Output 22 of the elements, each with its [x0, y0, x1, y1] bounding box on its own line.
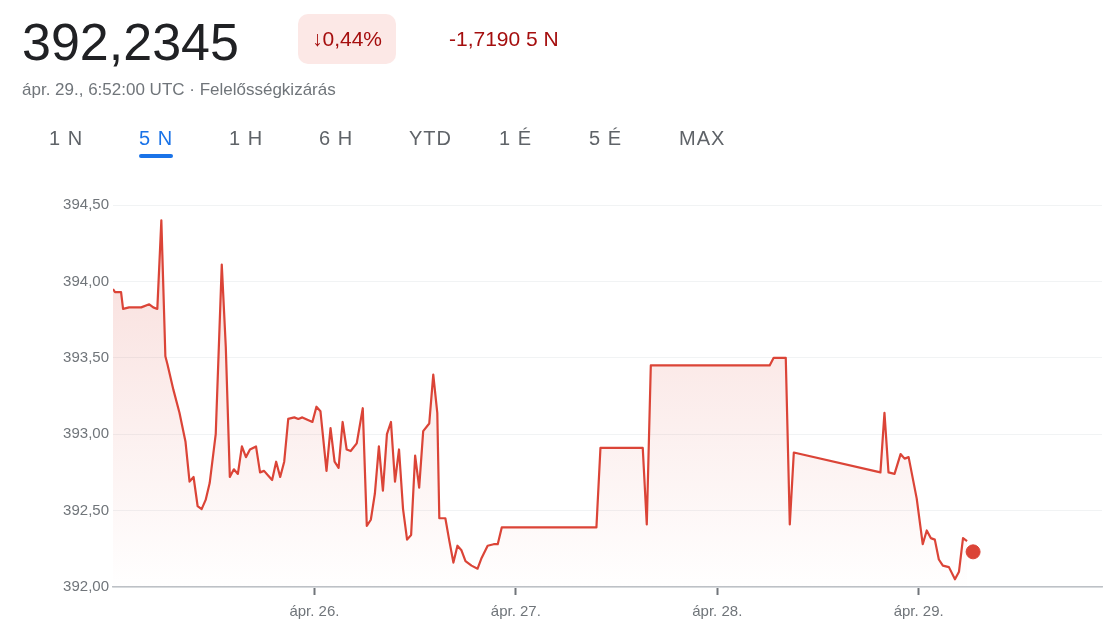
text: 1 N: [49, 126, 84, 151]
y-tick-label: 394,50: [63, 195, 109, 213]
text: 5 N: [139, 126, 174, 151]
text: YTD: [409, 126, 452, 151]
text: MAX: [679, 126, 726, 151]
y-tick-label: 394,00: [63, 271, 109, 289]
chart-subtitle: ápr. 29., 6:52:00 UTC · Felelősségkizárás: [22, 80, 336, 100]
chart-title: 392,2345: [22, 12, 239, 73]
text: ↓0,44%: [298, 14, 397, 64]
text: 1 É: [499, 126, 533, 151]
x-tick-label: ápr. 28.: [692, 602, 743, 620]
text: 5 É: [589, 126, 623, 151]
x-tick-label: ápr. 26.: [289, 602, 340, 620]
y-tick-label: 393,50: [63, 347, 109, 365]
x-tick-label: ápr. 29.: [893, 602, 944, 620]
text: 6 H: [319, 126, 354, 151]
x-tick-label: ápr. 27.: [490, 602, 541, 620]
text: -1,7190 5 N: [449, 26, 559, 52]
y-tick-label: 393,00: [63, 424, 109, 442]
text: 1 H: [229, 126, 264, 151]
y-tick-label: 392,50: [63, 500, 109, 518]
y-tick-label: 392,00: [63, 577, 109, 595]
